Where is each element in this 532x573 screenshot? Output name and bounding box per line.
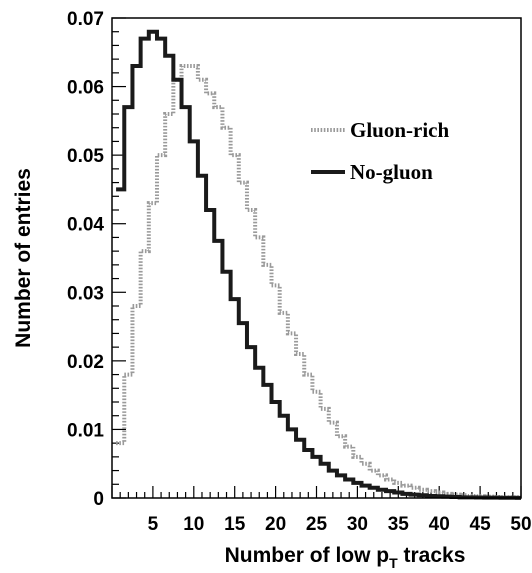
legend-label-gluon-rich: Gluon-rich [350, 118, 449, 142]
x-axis-title-suffix: tracks [398, 544, 466, 567]
x-axis-title-subscript: T [389, 555, 398, 571]
y-tick-label: 0.06 [67, 78, 104, 99]
y-tick-label: 0 [93, 489, 104, 510]
y-tick-label: 0.03 [67, 283, 104, 304]
plot-frame [111, 17, 522, 499]
series-layer [116, 29, 521, 500]
y-tick-label: 0.04 [67, 215, 104, 236]
x-tick-label: 15 [224, 514, 246, 535]
series-line-gluon-rich [116, 64, 521, 500]
x-tick-label: 30 [347, 514, 368, 535]
x-axis-title-main: Number of low p [225, 544, 390, 567]
x-tick-label: 20 [265, 514, 286, 535]
x-tick-label: 40 [429, 514, 450, 535]
legend: Gluon-rich No-gluon [311, 118, 449, 184]
x-tick-label: 25 [306, 514, 328, 535]
y-tick-label: 0.05 [67, 146, 104, 167]
x-tick-label: 10 [183, 514, 204, 535]
x-tick-label: 35 [388, 514, 410, 535]
y-axis-title: Number of entries [12, 168, 35, 348]
x-tick-label: 5 [148, 514, 159, 535]
y-tick-label: 0.07 [67, 9, 104, 30]
x-tick-label: 50 [510, 514, 531, 535]
tick-labels: 5 10 15 20 25 30 35 40 45 50 0 0.01 0.02 0.03 0.04 0.05… [67, 9, 532, 535]
y-tick-label: 0.01 [67, 420, 104, 441]
legend-label-no-gluon: No-gluon [350, 160, 433, 184]
series-line-no-gluon [116, 29, 521, 500]
x-axis-title: Number of low pT tracks [225, 544, 466, 571]
x-tick-label: 45 [470, 514, 492, 535]
y-tick-label: 0.02 [67, 352, 104, 373]
